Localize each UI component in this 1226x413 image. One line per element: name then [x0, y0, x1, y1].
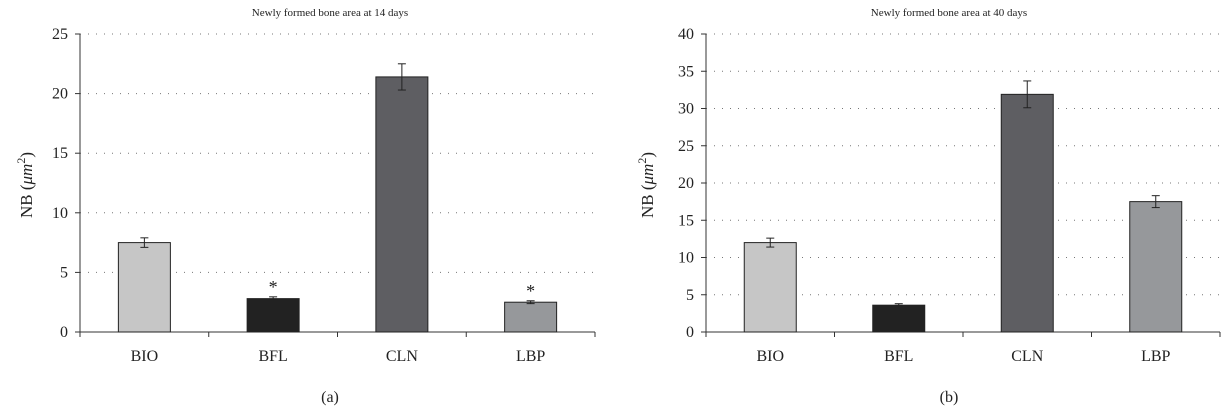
- x-category-label-b-bfl: BFL: [884, 348, 913, 365]
- chart-panel-a: Newly formed bone area at 14 days NB (μm…: [14, 7, 596, 406]
- y-tick-label-a-4: 20: [52, 86, 68, 103]
- y-tick-label-b-2: 10: [678, 250, 694, 267]
- error-bar-a-bfl: [269, 296, 278, 301]
- y-tick-label-a-0: 0: [60, 324, 68, 341]
- bar-a-cln: [375, 76, 429, 333]
- y-tick-label-a-3: 15: [52, 145, 68, 162]
- chart-a-ylabel: NB (μm2): [14, 152, 36, 218]
- y-tick-label-b-3: 15: [678, 212, 694, 229]
- x-category-label-b-bio: BIO: [756, 348, 784, 365]
- y-tick-label-b-5: 25: [678, 138, 694, 155]
- y-tick-label-a-5: 25: [52, 26, 68, 43]
- significance-marker-a-lbp: *: [526, 281, 535, 301]
- chart-a-svg: Newly formed bone area at 14 days NB (μm…: [14, 7, 596, 406]
- error-bar-b-bio: [766, 237, 775, 248]
- y-tick-label-a-1: 5: [60, 264, 68, 281]
- x-category-label-a-lbp: LBP: [516, 348, 545, 365]
- bar-a-lbp: [504, 301, 558, 333]
- x-category-label-a-cln: CLN: [386, 348, 418, 365]
- bar-a-bfl: [246, 298, 300, 333]
- error-bar-a-bio: [140, 237, 149, 248]
- chart-b-svg: Newly formed bone area at 40 days NB (μm…: [635, 7, 1221, 406]
- significance-marker-a-bfl: *: [269, 277, 278, 297]
- chart-panel-b: Newly formed bone area at 40 days NB (μm…: [613, 0, 1226, 413]
- error-bar-b-bfl: [894, 303, 903, 308]
- x-category-label-b-cln: CLN: [1011, 348, 1043, 365]
- y-tick-label-b-8: 40: [678, 26, 694, 43]
- chart-b-title: Newly formed bone area at 40 days: [871, 7, 1027, 19]
- x-category-label-a-bio: BIO: [131, 348, 159, 365]
- y-tick-label-b-4: 20: [678, 175, 694, 192]
- bar-b-lbp: [1129, 201, 1183, 333]
- chart-b-panel-label: (b): [940, 389, 959, 406]
- y-tick-label-b-1: 5: [686, 287, 694, 304]
- error-bar-b-cln: [1023, 80, 1032, 109]
- bar-a-bio: [117, 242, 171, 333]
- chart-a-panel-label: (a): [321, 389, 339, 406]
- x-category-label-b-lbp: LBP: [1141, 348, 1170, 365]
- y-tick-label-b-7: 35: [678, 63, 694, 80]
- error-bar-a-cln: [397, 63, 406, 91]
- chart-b-ylabel: NB (μm2): [635, 152, 657, 218]
- bar-b-cln: [1000, 93, 1054, 333]
- y-tick-label-a-2: 10: [52, 205, 68, 222]
- y-tick-label-b-0: 0: [686, 324, 694, 341]
- chart-a-title: Newly formed bone area at 14 days: [252, 7, 408, 19]
- y-tick-label-b-6: 30: [678, 101, 694, 118]
- x-category-label-a-bfl: BFL: [258, 348, 287, 365]
- bar-b-bfl: [872, 304, 926, 333]
- error-bar-b-lbp: [1151, 195, 1160, 209]
- bar-b-bio: [743, 242, 797, 333]
- error-bar-a-lbp: [526, 300, 535, 305]
